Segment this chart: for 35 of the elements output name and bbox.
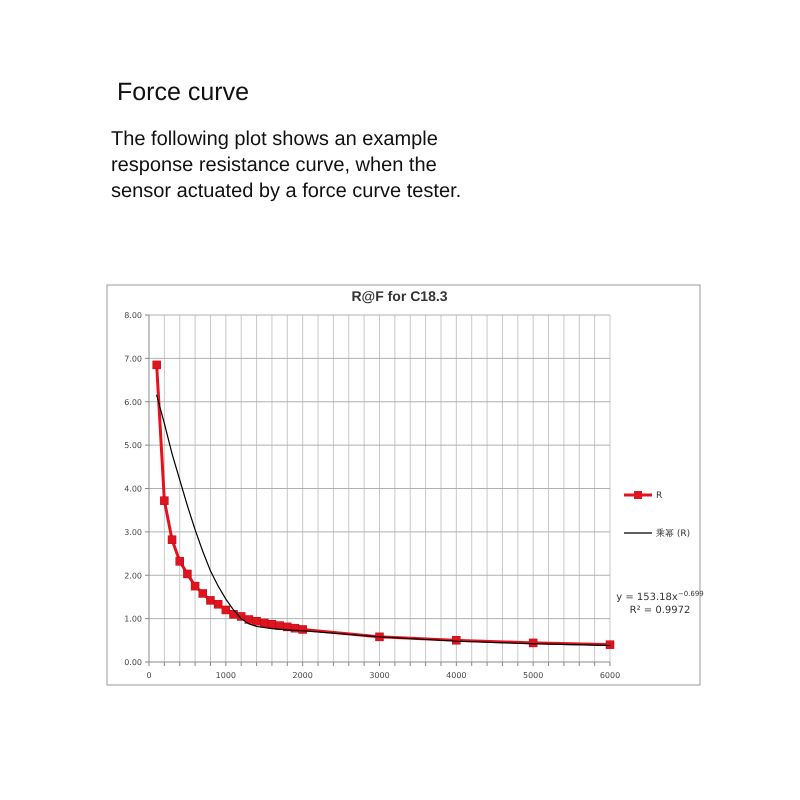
x-tick-label: 3000 bbox=[369, 671, 390, 680]
point bbox=[206, 596, 215, 605]
text: Force curve bbox=[117, 78, 249, 107]
x-tick-label: 5000 bbox=[522, 671, 544, 680]
y-tick-label: 8.00 bbox=[124, 311, 142, 320]
y-tick-label: 5.00 bbox=[124, 441, 142, 450]
legend-label: R bbox=[656, 491, 662, 501]
point bbox=[190, 582, 200, 590]
x-tick-label: 2000 bbox=[292, 671, 313, 680]
y-tick-label: 2.00 bbox=[124, 571, 142, 580]
point bbox=[606, 640, 614, 649]
x-tick-label: 4000 bbox=[446, 671, 467, 680]
y-tick-label: 4.00 bbox=[124, 484, 142, 494]
y-tick-label: 6.00 bbox=[124, 398, 142, 407]
point bbox=[175, 557, 184, 566]
point bbox=[214, 600, 222, 609]
y-tick-label: 7.00 bbox=[124, 354, 142, 364]
point bbox=[168, 535, 176, 544]
point bbox=[160, 496, 169, 505]
x-tick-label: 0 bbox=[146, 671, 152, 680]
point bbox=[152, 360, 161, 370]
y-tick-label: 0.00 bbox=[124, 658, 142, 667]
point bbox=[183, 570, 192, 578]
point bbox=[198, 589, 208, 598]
chart-title: R@F for C18.3 bbox=[351, 288, 448, 304]
y-tick-label: 1.00 bbox=[124, 614, 142, 624]
text: y = 153.18x$^{−0.699}$ bbox=[616, 590, 704, 603]
point bbox=[222, 606, 230, 614]
x-tick-label: 1000 bbox=[216, 671, 236, 680]
text: The following plot shows an example response resistance curve, when the sensor actuated by a force curve tester. bbox=[111, 127, 462, 204]
legend-label: 乘幂 (R) bbox=[656, 528, 690, 539]
y-tick-label: 3.00 bbox=[124, 528, 142, 537]
text: R² = 0.9972 bbox=[630, 605, 690, 616]
x-tick-label: 6000 bbox=[600, 671, 620, 680]
point bbox=[252, 616, 261, 626]
